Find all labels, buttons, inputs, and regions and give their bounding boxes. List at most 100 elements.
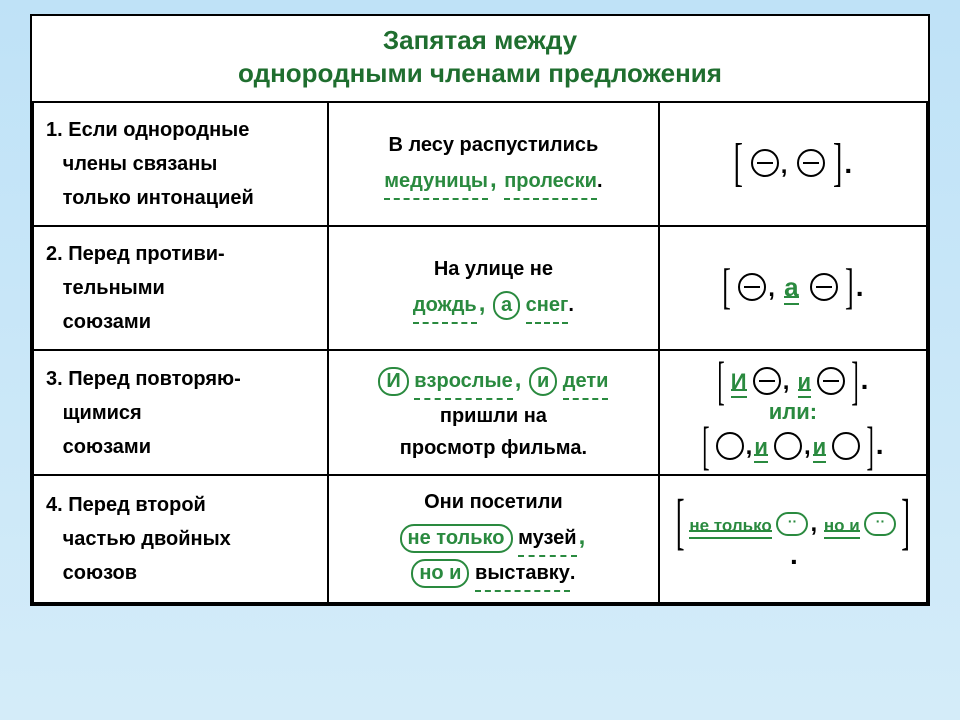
rule-number: 3. (46, 368, 63, 390)
rule-text: только интонацией (63, 187, 254, 209)
example-cell: На улице не дождь, а снег. (328, 226, 659, 350)
example-cell: Они посетили не только музей, но и выста… (328, 475, 659, 603)
rule-text: союзов (63, 562, 137, 584)
underlined-word: дети (563, 365, 609, 400)
rule-number: 2. (46, 243, 63, 265)
circle-icon (832, 432, 860, 460)
schema-cell: [ , ]. (659, 102, 927, 226)
conj-underlined: и (754, 436, 768, 463)
rule-cell: 2. Перед противи- тельными союзами (33, 226, 328, 350)
rule-number: 1. (46, 119, 63, 141)
comma: , (808, 510, 819, 537)
circled-conjunction: и (529, 367, 557, 396)
rule-text: Перед второй (68, 494, 206, 516)
comma: , (513, 366, 524, 393)
schema-cell: [ И , и ]. или: [ ,и ,и ]. (659, 350, 927, 475)
bracket-open-icon: [ (734, 134, 743, 195)
example-text: Они посетили (424, 491, 563, 513)
card-title: Запятая между однородными членами предло… (32, 16, 928, 101)
rule-text: члены связаны (63, 153, 218, 175)
circle-icon (774, 432, 802, 460)
circled-conjunction: но и (411, 559, 469, 588)
rules-table: 1. Если однородные члены связаны только … (32, 101, 928, 604)
conj-underlined: а (784, 274, 798, 305)
period: . (568, 294, 574, 316)
bracket-close-icon: ] (866, 413, 873, 482)
rule-text: щимися (63, 402, 142, 424)
circle-dash-icon (810, 273, 838, 301)
example-cell: В лесу распустились медуницы, пролески. (328, 102, 659, 226)
table-row: 4. Перед второй частью двойных союзов Он… (33, 475, 927, 603)
rule-cell: 1. Если однородные члены связаны только … (33, 102, 328, 226)
circled-conjunction: И (378, 367, 408, 396)
rule-text: союзами (63, 436, 151, 458)
conj-underlined: и (798, 371, 812, 398)
example-text: пришли на (440, 405, 547, 427)
bracket-close-icon: ] (833, 134, 842, 195)
schema-cell: [ не только ··, но и ·· ]. (659, 475, 927, 603)
period: . (854, 271, 864, 302)
comma: , (781, 368, 792, 395)
circle-dash-icon (738, 273, 766, 301)
rule-text: частью двойных (63, 528, 231, 550)
bracket-open-icon: [ (676, 487, 685, 559)
ellipsis-pill-icon: ·· (776, 512, 808, 536)
conj-underlined: и (813, 436, 827, 463)
rule-text: тельными (63, 277, 165, 299)
bracket-open-icon: [ (722, 260, 731, 317)
circle-dash-icon (753, 367, 781, 395)
example-text: просмотр фильма. (400, 437, 587, 459)
example-text: В лесу распустились (388, 134, 598, 156)
circle-dash-icon (817, 367, 845, 395)
bracket-close-icon: ] (901, 487, 910, 559)
schema-cell: [ , а ]. (659, 226, 927, 350)
comma: , (779, 152, 790, 179)
rule-text: Если однородные (68, 119, 249, 141)
conj-underlined: не только (689, 517, 771, 539)
rule-text: Перед противи- (68, 243, 224, 265)
circle-icon (716, 432, 744, 460)
rule-cell: 3. Перед повторяю- щимися союзами (33, 350, 328, 475)
underlined-word: дождь (413, 289, 477, 324)
title-line-1: Запятая между (40, 24, 920, 57)
underlined-word: выставку (475, 557, 570, 592)
example-text: На улице не (434, 258, 553, 280)
conj-text: и (537, 370, 549, 392)
underlined-word: пролески (504, 165, 597, 200)
underlined-word: снег (526, 289, 569, 324)
conj-text: а (501, 294, 512, 316)
period: . (842, 148, 852, 179)
comma: , (477, 290, 488, 317)
table-row: 1. Если однородные члены связаны только … (33, 102, 927, 226)
conj-underlined: но и (824, 517, 860, 539)
circled-conjunction: не только (400, 524, 513, 553)
comma: , (577, 523, 588, 550)
circled-conjunction: а (493, 291, 520, 320)
ellipsis-pill-icon: ·· (864, 512, 896, 536)
underlined-word: музей (518, 522, 577, 557)
rule-cell: 4. Перед второй частью двойных союзов (33, 475, 328, 603)
conj-text: не только (408, 527, 505, 549)
underlined-word: медуницы (384, 165, 488, 200)
comma: , (744, 433, 755, 460)
rule-text: союзами (63, 311, 151, 333)
table-row: 2. Перед противи- тельными союзами На ул… (33, 226, 927, 350)
circle-dash-icon (751, 149, 779, 177)
conj-text: И (386, 370, 400, 392)
table-row: 3. Перед повторяю- щимися союзами И взро… (33, 350, 927, 475)
comma: , (802, 433, 813, 460)
bracket-open-icon: [ (702, 413, 709, 482)
period: . (570, 562, 576, 584)
period: . (859, 364, 869, 395)
bracket-close-icon: ] (851, 348, 858, 417)
title-line-2: однородными членами предложения (40, 57, 920, 90)
period: . (597, 170, 603, 192)
comma: , (488, 166, 499, 193)
rule-number: 4. (46, 494, 63, 516)
example-cell: И взрослые, и дети пришли на просмотр фи… (328, 350, 659, 475)
grammar-card: Запятая между однородными членами предло… (30, 14, 930, 606)
bracket-open-icon: [ (717, 348, 724, 417)
period: . (874, 429, 884, 460)
conj-underlined: И (731, 371, 747, 398)
rule-text: Перед повторяю- (68, 368, 241, 390)
